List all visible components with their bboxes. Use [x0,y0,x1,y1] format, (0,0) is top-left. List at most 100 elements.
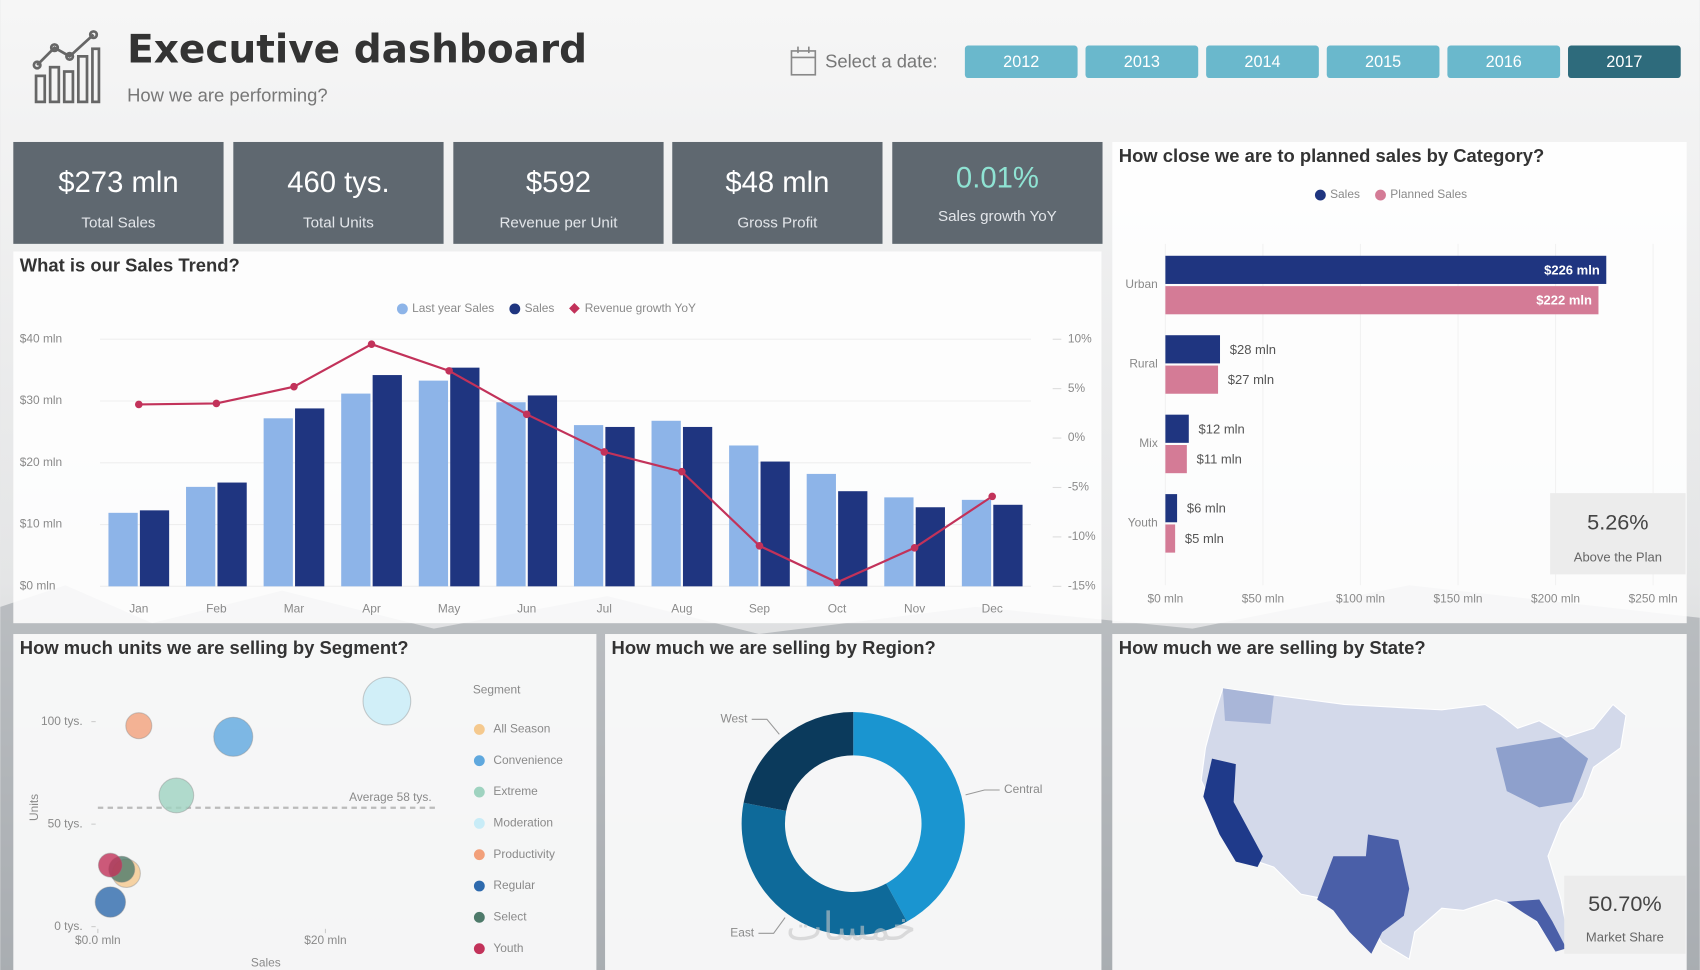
bubble [158,777,195,814]
y-tick-label: $0 mln [20,578,56,592]
kpi-value: $592 [526,167,591,199]
kpi-tile [233,141,444,244]
y-tick-label: Mix [1139,436,1158,450]
donut-label: Central [1004,782,1042,796]
x-tick-label: Oct [828,601,847,615]
bar [1165,524,1176,553]
year-button[interactable] [1326,45,1440,79]
year-button[interactable] [1206,45,1319,79]
legend-label: Youth [493,941,523,955]
bar [263,418,293,587]
line-point [212,399,221,408]
kpi-card [1550,493,1686,575]
legend-label: Extreme [493,784,538,798]
legend-marker [509,303,521,315]
card-value: 5.26% [1587,510,1648,535]
bar [838,491,868,587]
value-label: $28 mln [1230,342,1276,357]
region-shade [1222,688,1274,724]
dashboard-subtitle: How we are performing? [127,84,328,105]
bar [915,507,945,587]
bubble [97,852,123,878]
year-button[interactable] [1568,45,1681,79]
y-tick-label: $20 mln [20,455,62,469]
legend-label: Planned Sales [1390,187,1467,201]
bubble [94,886,127,918]
leader-line [751,718,780,735]
x-tick-label: Sep [749,601,771,615]
kpi-card [1564,875,1686,954]
year-button[interactable] [1447,45,1561,79]
panel-title: What is our Sales Trend? [20,254,240,275]
kpi-value: 460 tys. [287,167,389,199]
year-label: 2012 [1003,53,1039,71]
legend-label: Convenience [493,753,563,767]
bar [1165,494,1178,523]
legend-title: Segment [473,683,521,697]
kpi-label: Sales growth YoY [938,208,1057,225]
bar [341,393,371,587]
dashboard-title: Executive dashboard [127,28,587,73]
x-tick-label: Apr [362,601,381,615]
legend-marker [473,786,485,798]
y-tick-label: 0 tys. [54,919,82,933]
bar [217,482,247,587]
year-label: 2015 [1365,53,1401,71]
bar [1165,335,1221,364]
line-point [290,382,298,391]
y-tick-label: 50 tys. [48,816,83,830]
legend-marker [473,943,485,955]
card-label: Above the Plan [1574,550,1662,565]
x-tick-label: $20 mln [304,933,346,947]
legend-label: Last year Sales [412,301,494,315]
kpi-label: Total Sales [81,214,156,231]
legend-marker [473,911,485,923]
x-tick-label: Jan [129,601,148,615]
x-axis-label: Sales [251,956,281,970]
line [138,342,993,584]
bar [1165,414,1189,443]
bar [884,497,914,587]
value-label: $11 mln [1197,452,1242,467]
bar [1165,445,1187,474]
year-button[interactable] [1085,45,1199,79]
bar [418,380,449,587]
state-california [1203,758,1263,868]
bar [1165,286,1599,315]
panel-title: How much units we are selling by Segment… [20,637,409,658]
y-tick-label: Urban [1125,277,1157,291]
bar [729,445,759,587]
y-tick-label: $10 mln [20,517,62,531]
leader-line [965,789,1000,796]
region-shade [1495,736,1589,808]
bar [682,426,713,587]
year-label: 2013 [1124,53,1160,71]
legend-label: Regular [493,878,535,892]
date-label: Select a date: [825,51,938,72]
year-label: 2014 [1244,53,1280,71]
donut-segment [743,712,854,811]
kpi-tile [892,141,1103,244]
y-tick-label: $30 mln [20,393,62,407]
bar [760,461,790,587]
line-point [367,340,376,348]
y-tick-label: $40 mln [20,331,62,345]
legend-label: All Season [493,722,550,736]
x-tick-label: $200 mln [1531,591,1580,605]
year-button[interactable] [964,45,1078,79]
bar [496,402,526,587]
kpi-tile [672,141,883,244]
bubble [213,716,254,757]
donut-label: West [720,711,748,725]
line-point [988,492,996,501]
bar [605,426,635,587]
bar [295,408,325,587]
x-tick-label: $0 mln [1148,591,1184,605]
kpi-value: 0.01% [956,163,1039,195]
line-point [135,400,143,409]
bubble [362,676,412,726]
kpi-label: Gross Profit [737,214,818,231]
donut-label: East [730,925,755,939]
calendar-icon [790,46,817,76]
